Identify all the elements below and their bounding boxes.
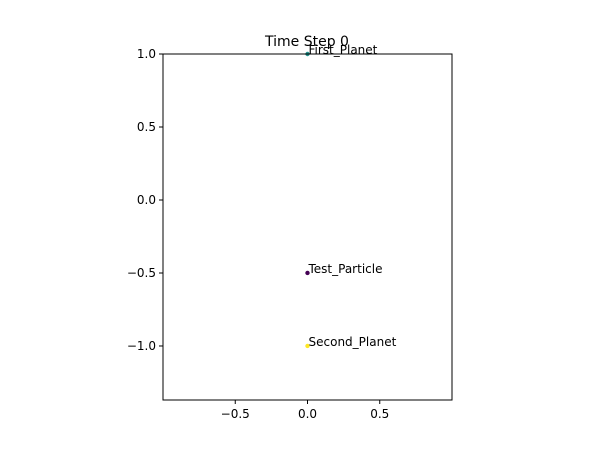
y-tick-label: −1.0: [127, 339, 156, 353]
plot-area: 1.0 0.5 0.0 −0.5 −1.0 −0.5 0.0 0.5 First_Planet T…: [127, 43, 397, 421]
y-tick-label: 1.0: [137, 47, 156, 61]
y-tick-label: 0.5: [137, 120, 156, 134]
x-tick-label: −0.5: [221, 407, 250, 421]
data-point: [305, 270, 310, 276]
point-label: First_Planet: [309, 43, 378, 57]
data-point: [305, 343, 310, 349]
y-tick-label: 0.0: [137, 193, 156, 207]
x-tick-label: 0.5: [370, 407, 389, 421]
point-label: Second_Planet: [309, 335, 397, 349]
y-tick-label: −0.5: [127, 266, 156, 280]
chart-title: Time Step 0: [264, 34, 349, 50]
axes-frame: [162, 53, 453, 401]
point-label: Test_Particle: [308, 262, 383, 276]
x-tick-label: 0.0: [298, 407, 317, 421]
